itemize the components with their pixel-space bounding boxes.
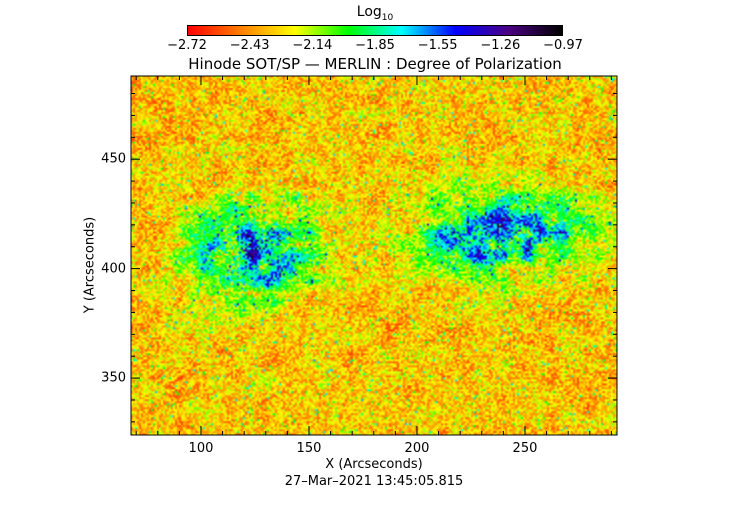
chart-title: Hinode SOT/SP — MERLIN : Degree of Polar… [188,55,562,73]
colorbar-tick-label: −1.26 [480,38,521,53]
colorbar [187,25,563,36]
x-tick-label: 200 [404,441,430,456]
y-axis-label: Y (Arcseconds) [82,216,98,314]
colorbar-tick-label: −2.14 [292,38,333,53]
colorbar-tick-label: −0.97 [543,38,583,53]
y-tick-label: 450 [101,151,126,167]
timestamp: 27–Mar–2021 13:45:05.815 [284,474,464,489]
colorbar-title: Log10 [356,4,394,23]
y-tick-label: 350 [101,370,126,386]
polarization-heatmap [131,76,617,435]
x-tick-label: 250 [512,441,538,456]
colorbar-tick-label: −2.72 [167,38,207,53]
x-tick-label: 150 [296,441,322,456]
y-tick-label: 400 [101,261,126,277]
colorbar-tick-label: −1.85 [355,38,395,53]
x-tick-label: 100 [188,441,214,456]
colorbar-tick-label: −2.43 [229,38,270,53]
colorbar-tick-label: −1.55 [417,38,458,53]
plot-border [130,75,618,436]
x-axis-label: X (Arcseconds) [325,457,423,472]
